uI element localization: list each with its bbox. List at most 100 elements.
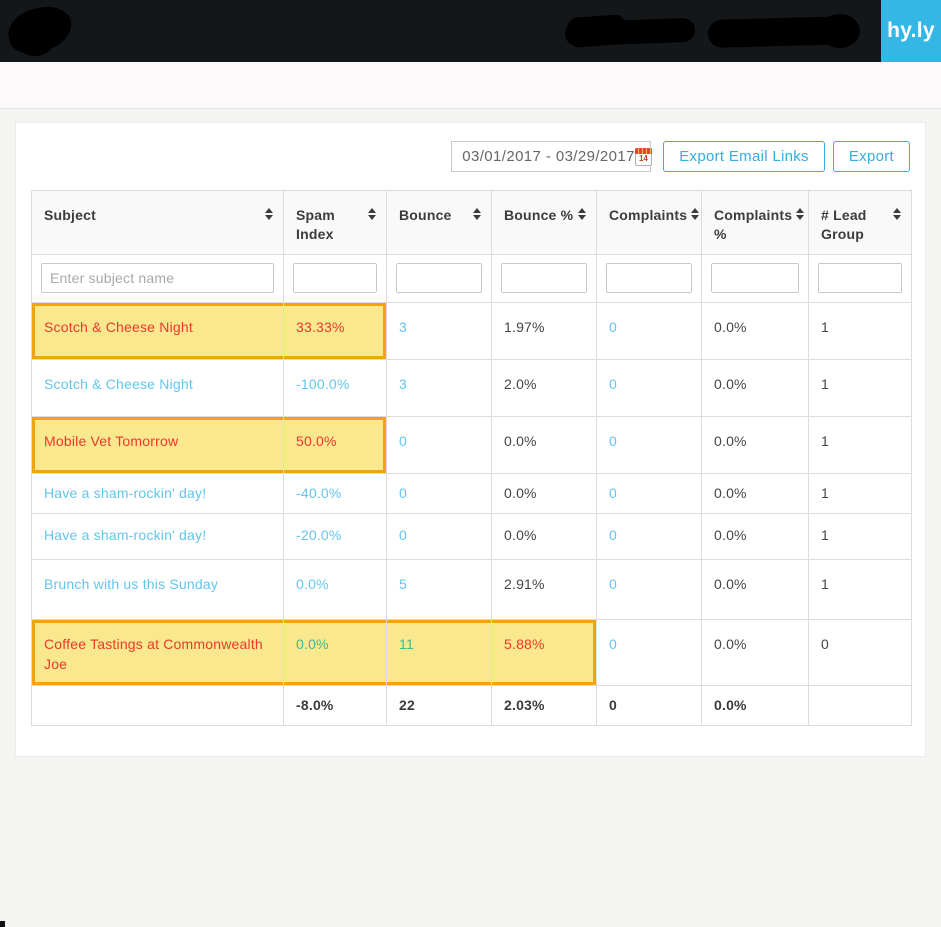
column-header-complaints[interactable]: Complaints xyxy=(596,190,702,255)
cell-subject[interactable]: Scotch & Cheese Night xyxy=(31,358,284,417)
calendar-icon[interactable]: 14 xyxy=(634,147,652,166)
table-row: Scotch & Cheese Night -100.0% 3 2.0% 0 0… xyxy=(31,358,912,417)
sort-icon xyxy=(893,208,901,244)
column-header-bounce-pct[interactable]: Bounce % xyxy=(491,190,597,255)
table-row: Have a sham-rockin' day! -20.0% 0 0.0% 0… xyxy=(31,513,912,561)
totals-row: -8.0% 22 2.03% 0 0.0% xyxy=(31,684,912,726)
cell-spam-index: -40.0% xyxy=(283,472,387,515)
email-metrics-table: Subject Spam Index Bounce Bounce % Compl… xyxy=(31,190,912,726)
filter-cell xyxy=(596,253,702,303)
cell-lead-group: 1 xyxy=(808,415,912,474)
cell-complaints[interactable]: 0 xyxy=(596,358,702,417)
table-row: Scotch & Cheese Night 33.33% 3 1.97% 0 0… xyxy=(31,301,912,360)
cell-complaints-pct: 0.0% xyxy=(701,472,809,515)
cell-spam-index: -100.0% xyxy=(283,358,387,417)
redaction-mark xyxy=(0,921,5,927)
cell-complaints[interactable]: 0 xyxy=(596,415,702,474)
cell-subject[interactable]: Brunch with us this Sunday xyxy=(31,559,284,621)
cell-complaints[interactable]: 0 xyxy=(596,559,702,621)
total-bounce-pct: 2.03% xyxy=(491,684,597,726)
bounce-pct-filter-input[interactable] xyxy=(501,262,587,293)
cell-bounce[interactable]: 3 xyxy=(386,301,492,360)
sort-icon xyxy=(473,208,481,225)
cell-bounce-pct: 0.0% xyxy=(491,472,597,515)
report-card: 03/01/2017 - 03/29/2017 14 Export Email … xyxy=(15,122,926,757)
toolbar: 03/01/2017 - 03/29/2017 14 Export Email … xyxy=(31,141,910,172)
sort-icon xyxy=(265,208,273,225)
hyly-logo[interactable]: hy.ly xyxy=(881,0,941,62)
cell-bounce-pct: 1.97% xyxy=(491,301,597,360)
table-row: Brunch with us this Sunday 0.0% 5 2.91% … xyxy=(31,559,912,621)
cell-bounce[interactable]: 3 xyxy=(386,358,492,417)
cell-complaints[interactable]: 0 xyxy=(596,619,702,686)
cell-bounce-pct: 2.91% xyxy=(491,559,597,621)
export-button[interactable]: Export xyxy=(832,141,910,172)
column-header-complaints-pct[interactable]: Complaints % xyxy=(701,190,809,255)
secondary-header-strip xyxy=(0,62,941,109)
filter-cell xyxy=(808,253,912,303)
cell-bounce-pct: 2.0% xyxy=(491,358,597,417)
cell-spam-index: -20.0% xyxy=(283,513,387,561)
cell-spam-index: 0.0% xyxy=(283,619,387,686)
cell-subject[interactable]: Have a sham-rockin' day! xyxy=(31,513,284,561)
column-header-lead-group[interactable]: # Lead Group xyxy=(808,190,912,255)
cell-bounce[interactable]: 0 xyxy=(386,472,492,515)
export-email-links-button[interactable]: Export Email Links xyxy=(663,141,825,172)
date-range-picker[interactable]: 03/01/2017 - 03/29/2017 14 xyxy=(451,141,652,172)
cell-complaints[interactable]: 0 xyxy=(596,472,702,515)
filter-cell xyxy=(31,253,284,303)
spam-index-filter-input[interactable] xyxy=(293,262,377,293)
cell-complaints[interactable]: 0 xyxy=(596,513,702,561)
redaction-scribble xyxy=(18,34,52,56)
subject-filter-input[interactable] xyxy=(41,262,274,293)
cell-subject[interactable]: Mobile Vet Tomorrow xyxy=(31,415,284,474)
cell-complaints-pct: 0.0% xyxy=(701,415,809,474)
cell-bounce-pct: 0.0% xyxy=(491,513,597,561)
lead-group-filter-input[interactable] xyxy=(818,262,902,293)
complaints-pct-filter-input[interactable] xyxy=(711,262,799,293)
redaction-scribble xyxy=(820,14,860,48)
cell-subject[interactable]: Scotch & Cheese Night xyxy=(31,301,284,360)
cell-bounce-pct: 0.0% xyxy=(491,415,597,474)
table-row: Mobile Vet Tomorrow 50.0% 0 0.0% 0 0.0% … xyxy=(31,415,912,474)
cell-bounce-pct: 5.88% xyxy=(491,619,597,686)
cell-lead-group: 1 xyxy=(808,513,912,561)
total-empty-cell xyxy=(31,684,284,726)
cell-lead-group: 1 xyxy=(808,559,912,621)
column-header-subject[interactable]: Subject xyxy=(31,190,284,255)
filter-row xyxy=(31,253,912,303)
table-row: Have a sham-rockin' day! -40.0% 0 0.0% 0… xyxy=(31,472,912,515)
filter-cell xyxy=(283,253,387,303)
cell-complaints[interactable]: 0 xyxy=(596,301,702,360)
total-complaints: 0 xyxy=(596,684,702,726)
cell-spam-index: 33.33% xyxy=(283,301,387,360)
cell-bounce[interactable]: 0 xyxy=(386,513,492,561)
column-header-spam-index[interactable]: Spam Index xyxy=(283,190,387,255)
column-header-bounce[interactable]: Bounce xyxy=(386,190,492,255)
cell-bounce[interactable]: 5 xyxy=(386,559,492,621)
cell-complaints-pct: 0.0% xyxy=(701,358,809,417)
top-navbar: hy.ly xyxy=(0,0,941,62)
table-row: Coffee Tastings at Commonwealth Joe 0.0%… xyxy=(31,619,912,686)
complaints-filter-input[interactable] xyxy=(606,262,692,293)
cell-complaints-pct: 0.0% xyxy=(701,513,809,561)
cell-lead-group: 0 xyxy=(808,619,912,686)
cell-lead-group: 1 xyxy=(808,472,912,515)
cell-complaints-pct: 0.0% xyxy=(701,301,809,360)
cell-complaints-pct: 0.0% xyxy=(701,619,809,686)
cell-bounce[interactable]: 11 xyxy=(386,619,492,686)
header-row: Subject Spam Index Bounce Bounce % Compl… xyxy=(31,190,912,255)
cell-spam-index: 50.0% xyxy=(283,415,387,474)
cell-bounce[interactable]: 0 xyxy=(386,415,492,474)
cell-subject[interactable]: Have a sham-rockin' day! xyxy=(31,472,284,515)
cell-subject[interactable]: Coffee Tastings at Commonwealth Joe xyxy=(31,619,284,686)
cell-lead-group: 1 xyxy=(808,358,912,417)
bounce-filter-input[interactable] xyxy=(396,262,482,293)
total-spam-index: -8.0% xyxy=(283,684,387,726)
cell-complaints-pct: 0.0% xyxy=(701,559,809,621)
date-range-value: 03/01/2017 - 03/29/2017 xyxy=(462,148,635,165)
sort-icon xyxy=(691,208,700,225)
redaction-scribble xyxy=(567,14,627,48)
cell-lead-group: 1 xyxy=(808,301,912,360)
total-bounce: 22 xyxy=(386,684,492,726)
